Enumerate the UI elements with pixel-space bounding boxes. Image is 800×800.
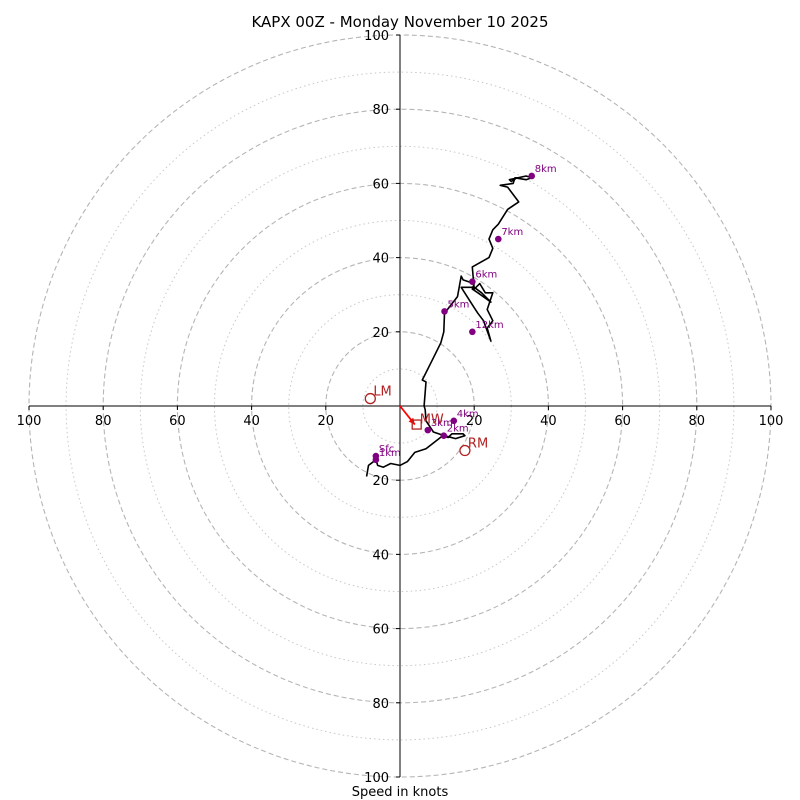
- tick-label-up: 80: [372, 103, 389, 118]
- tick-label-up: 60: [372, 177, 389, 192]
- height-marker-7km: [495, 235, 502, 243]
- tick-label-left: 40: [243, 414, 260, 429]
- mean-wind-label: MW: [420, 413, 444, 428]
- tick-label-up: 20: [372, 326, 389, 341]
- height-label-6km: 6km: [475, 270, 497, 281]
- wind-trace: [365, 175, 533, 477]
- x-axis-label: Speed in knots: [352, 785, 449, 800]
- tick-label-left: 100: [17, 414, 42, 429]
- tick-label-right: 40: [540, 414, 557, 429]
- tick-label-left: 80: [95, 414, 112, 429]
- left-mover-marker: [364, 392, 376, 405]
- tick-label-down: 60: [372, 623, 389, 638]
- height-label-3km: 3km: [431, 418, 453, 429]
- height-label-8km: 8km: [535, 164, 557, 175]
- tick-label-left: 60: [169, 414, 186, 429]
- hodograph-line: [365, 175, 533, 477]
- tick-label-down: 40: [372, 548, 389, 563]
- height-marker-8km: [528, 172, 536, 180]
- right-mover-marker: [459, 444, 471, 457]
- tick-label-down: 80: [372, 697, 389, 712]
- chart-title: KAPX 00Z - Monday November 10 2025: [251, 13, 548, 31]
- tick-label-down: 100: [364, 771, 389, 786]
- height-marker-5km: [441, 308, 448, 315]
- height-marker-2km: [440, 432, 448, 439]
- height-label-1km: 1km: [379, 448, 401, 459]
- height-marker-12km: [469, 328, 476, 336]
- storm-motion: MW RM LM: [364, 385, 488, 457]
- height-label-4km: 4km: [457, 409, 479, 420]
- tick-label-up: 40: [372, 252, 389, 267]
- tick-label-left: 20: [318, 414, 335, 429]
- height-marker-6km: [469, 278, 476, 286]
- height-label-Sfc: Sfc: [379, 444, 394, 455]
- mean-wind-marker: [411, 419, 422, 430]
- height-label-2km: 2km: [447, 424, 469, 435]
- tick-label-right: 60: [614, 414, 631, 429]
- left-mover-label: LM: [373, 385, 391, 400]
- right-mover-label: RM: [468, 437, 488, 452]
- height-marker-1km: [372, 456, 380, 464]
- tick-label-right: 100: [759, 414, 784, 429]
- tick-label-right: 80: [689, 414, 706, 429]
- tick-label-up: 100: [364, 29, 389, 44]
- height-label-5km: 5km: [448, 299, 470, 310]
- tick-labels: 20 40 60 80 100 100 80 60 40 20 20 40 60 80 100 20 40 60 8…: [17, 29, 784, 786]
- tick-label-down: 20: [372, 474, 389, 489]
- height-label-12km: 12km: [475, 320, 503, 331]
- height-label-7km: 7km: [501, 227, 523, 238]
- height-marker-3km: [424, 426, 432, 434]
- tick-label-right: 20: [466, 414, 483, 429]
- height-marker-4km: [450, 417, 458, 425]
